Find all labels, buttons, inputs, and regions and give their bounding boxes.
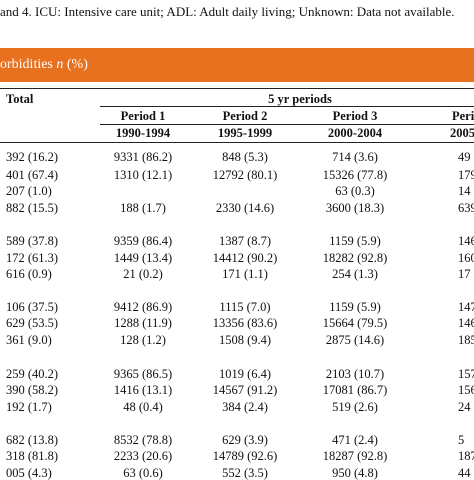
table-cell: 188 (1.7) <box>120 201 166 215</box>
header-period-2: Period 2 <box>222 109 268 123</box>
table-cell: 18287 (92.8) <box>322 449 388 463</box>
table-cell: 8532 (78.8) <box>113 433 173 447</box>
table-cell: 63 (0.6) <box>123 466 163 480</box>
table-cell: 17 <box>458 267 471 281</box>
header-years-2: 1995-1999 <box>217 126 273 140</box>
table-cell: 1310 (12.1) <box>113 168 173 182</box>
header-5yr-periods: 5 yr periods <box>268 92 332 106</box>
table-cell: 519 (2.6) <box>332 400 378 414</box>
table-cell: 254 (1.3) <box>332 267 378 281</box>
table-cell: 14 <box>458 184 471 198</box>
table-cell: 401 (67.4) <box>6 168 59 182</box>
table-cell: 848 (5.3) <box>222 150 268 164</box>
header-years-1: 1990-1994 <box>115 126 171 140</box>
table-cell: 14567 (91.2) <box>212 383 278 397</box>
table-cell: 1470 <box>458 300 474 314</box>
table-cell: 9359 (86.4) <box>113 234 173 248</box>
table-cell: 128 (1.2) <box>120 333 166 347</box>
table-cell: 21 (0.2) <box>123 267 163 281</box>
table-cell: 2330 (14.6) <box>215 201 275 215</box>
table-cell: 882 (15.5) <box>6 201 59 215</box>
table-top-rule <box>0 88 474 89</box>
table-cell: 384 (2.4) <box>222 400 268 414</box>
table-cell: 1562 <box>458 383 474 397</box>
period-rule <box>100 124 474 125</box>
table-cell: 9365 (86.5) <box>113 367 173 381</box>
section-title: orbidities n (%) <box>0 57 88 72</box>
table-cell: 15664 (79.5) <box>322 316 388 330</box>
table-cell: 2233 (20.6) <box>113 449 173 463</box>
table-cell: 1416 (13.1) <box>113 383 173 397</box>
header-period-3: Period 3 <box>332 109 378 123</box>
table-cell: 5 <box>458 433 465 447</box>
table-cell: 172 (61.3) <box>6 251 59 265</box>
table-cell: 1603 <box>458 251 474 265</box>
table-cell: 171 (1.1) <box>222 267 268 281</box>
table-cell: 1468 <box>458 234 474 248</box>
table-cell: 1508 (9.4) <box>218 333 272 347</box>
table-cell: 629 (53.5) <box>6 316 59 330</box>
table-cell: 3600 (18.3) <box>325 201 385 215</box>
table-cell: 44 <box>458 466 471 480</box>
table-cell: 005 (4.3) <box>6 466 52 480</box>
table-cell: 1460 <box>458 316 474 330</box>
table-cell: 106 (37.5) <box>6 300 59 314</box>
table-cell: 14412 (90.2) <box>212 251 278 265</box>
header-period-1: Period 1 <box>120 109 166 123</box>
table-cell: 682 (13.8) <box>6 433 59 447</box>
table-cell: 1288 (11.9) <box>114 316 172 330</box>
header-years-4: 2005 <box>450 126 474 140</box>
table-cell: 361 (9.0) <box>6 333 52 347</box>
table-cell: 589 (37.8) <box>6 234 59 248</box>
table-cell: 1019 (6.4) <box>218 367 272 381</box>
table-cell: 259 (40.2) <box>6 367 59 381</box>
table-cell: 1159 (5.9) <box>329 300 381 314</box>
table-cell: 14789 (92.6) <box>212 449 278 463</box>
table-cell: 17081 (86.7) <box>322 383 388 397</box>
table-cell: 207 (1.0) <box>6 184 52 198</box>
table-cell: 2103 (10.7) <box>325 367 385 381</box>
table-cell: 714 (3.6) <box>332 150 378 164</box>
table-cell: 12792 (80.1) <box>212 168 278 182</box>
table-cell: 392 (16.2) <box>6 150 59 164</box>
table-cell: 49 <box>458 150 471 164</box>
table-cell: 629 (3.9) <box>222 433 268 447</box>
header-total: Total <box>6 92 34 106</box>
table-cell: 48 (0.4) <box>123 400 163 414</box>
table-cell: 9412 (86.9) <box>113 300 173 314</box>
table-cell: 2875 (14.6) <box>325 333 385 347</box>
table-cell: 18282 (92.8) <box>322 251 388 265</box>
section-header-bar: orbidities n (%) <box>0 48 474 82</box>
table-cell: 471 (2.4) <box>332 433 378 447</box>
table-cell: 1159 (5.9) <box>329 234 381 248</box>
table-cell: 1387 (8.7) <box>218 234 272 248</box>
table-cell: 616 (0.9) <box>6 267 52 281</box>
table-cell: 15326 (77.8) <box>322 168 388 182</box>
table-cell: 552 (3.5) <box>222 466 268 480</box>
table-cell: 639 <box>458 201 474 215</box>
header-period-4: Period <box>452 109 474 123</box>
table-cell: 950 (4.8) <box>332 466 378 480</box>
table-cell: 13356 (83.6) <box>212 316 278 330</box>
header-years-3: 2000-2004 <box>327 126 383 140</box>
table-cell: 185 <box>458 333 474 347</box>
header-bottom-rule <box>0 142 474 143</box>
table-cell: 318 (81.8) <box>6 449 59 463</box>
table-cell: 1797 <box>458 168 474 182</box>
table-cell: 63 (0.3) <box>335 184 375 198</box>
group-rule <box>100 106 474 107</box>
table-cell: 192 (1.7) <box>6 400 52 414</box>
table-cell: 1115 (7.0) <box>219 300 271 314</box>
table-cell: 9331 (86.2) <box>113 150 173 164</box>
table-cell: 390 (58.2) <box>6 383 59 397</box>
table-cell: 1577 <box>458 367 474 381</box>
table-caption: and 4. ICU: Intensive care unit; ADL: Ad… <box>0 4 455 19</box>
table-cell: 1449 (13.4) <box>113 251 173 265</box>
table-cell: 24 <box>458 400 471 414</box>
